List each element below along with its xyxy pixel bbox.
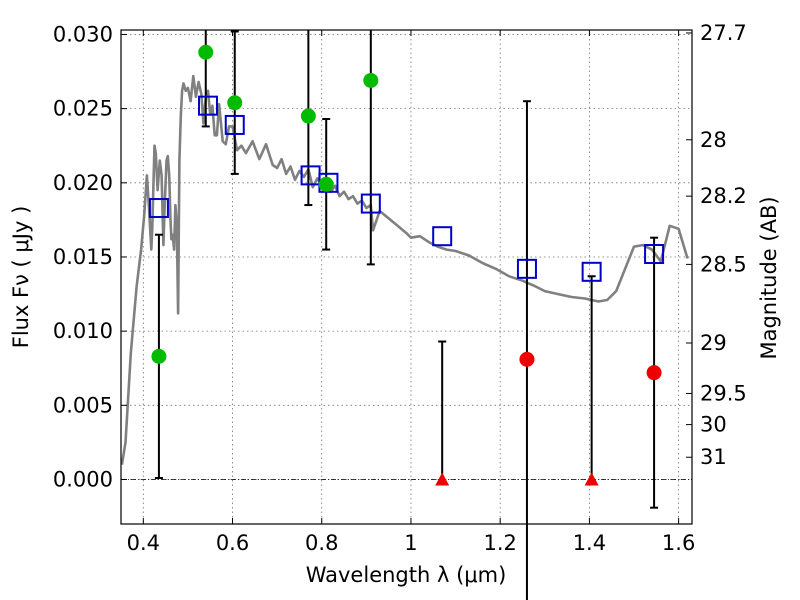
y-axis-label: Flux Fν ( μJy ) — [9, 206, 33, 349]
y2-axis-label: Magnitude (AB) — [757, 196, 781, 359]
axes — [120, 29, 693, 525]
sed-model-layer — [120, 74, 689, 465]
y2-tick-label: 27.7 — [700, 21, 747, 45]
tick-labels: 0.4 0.6 0.8 1 1.2 1.4 1.6 0.000 0.005 0.010 0.015 0… — [53, 21, 747, 555]
detection-point — [227, 95, 243, 111]
model-photometry-point — [432, 226, 453, 247]
x-axis-label: Wavelength λ (μm) — [306, 563, 507, 587]
x-tick-label: 1.4 — [573, 531, 606, 555]
model-photometry-point — [148, 198, 169, 219]
model-photometry-point — [516, 258, 537, 279]
detection-point — [363, 72, 379, 88]
error-bar — [522, 100, 531, 600]
error-bar — [438, 340, 447, 480]
x-tick-label: 1.2 — [483, 531, 516, 555]
detection-point — [198, 44, 214, 60]
detection-point — [318, 176, 334, 192]
y2-tick-label: 30 — [700, 413, 727, 437]
y-tick-label: 0.005 — [53, 393, 113, 417]
x-tick-label: 1.6 — [662, 531, 695, 555]
y-tick-label: 0.020 — [53, 171, 113, 195]
y-tick-label: 0.015 — [53, 245, 113, 269]
x-tick-label: 0.4 — [127, 531, 160, 555]
model-photometry-point — [644, 244, 665, 265]
y2-tick-label: 29 — [700, 331, 727, 355]
detection-point — [151, 348, 167, 364]
y2-tick-label: 29.5 — [700, 381, 747, 405]
y2-tick-label: 28 — [700, 128, 727, 152]
y2-tick-label: 31 — [700, 445, 727, 469]
x-tick-label: 1 — [404, 531, 417, 555]
negative-flux-point — [584, 472, 599, 486]
x-tick-label: 0.8 — [305, 531, 338, 555]
plot-frame — [120, 29, 693, 525]
y-tick-label: 0.010 — [53, 319, 113, 343]
model-photometry-point — [224, 114, 245, 135]
model-photometry-point — [581, 261, 602, 282]
x-tick-label: 0.6 — [216, 531, 249, 555]
detection-point — [300, 108, 316, 124]
nondetection-point — [519, 351, 535, 367]
y-tick-label: 0.025 — [53, 97, 113, 121]
nondetection-point — [646, 365, 662, 381]
error-bar — [587, 275, 596, 480]
model-photometry-point — [360, 193, 381, 214]
y-tick-label: 0.030 — [53, 22, 113, 46]
y2-tick-label: 28.5 — [700, 252, 747, 276]
error-bar — [366, 30, 375, 266]
negative-flux-point — [435, 472, 450, 486]
sed-model-line — [120, 74, 689, 465]
y2-tick-label: 28.2 — [700, 184, 747, 208]
markers — [148, 44, 665, 486]
model-photometry-point — [197, 95, 218, 116]
y-tick-label: 0.000 — [53, 467, 113, 491]
